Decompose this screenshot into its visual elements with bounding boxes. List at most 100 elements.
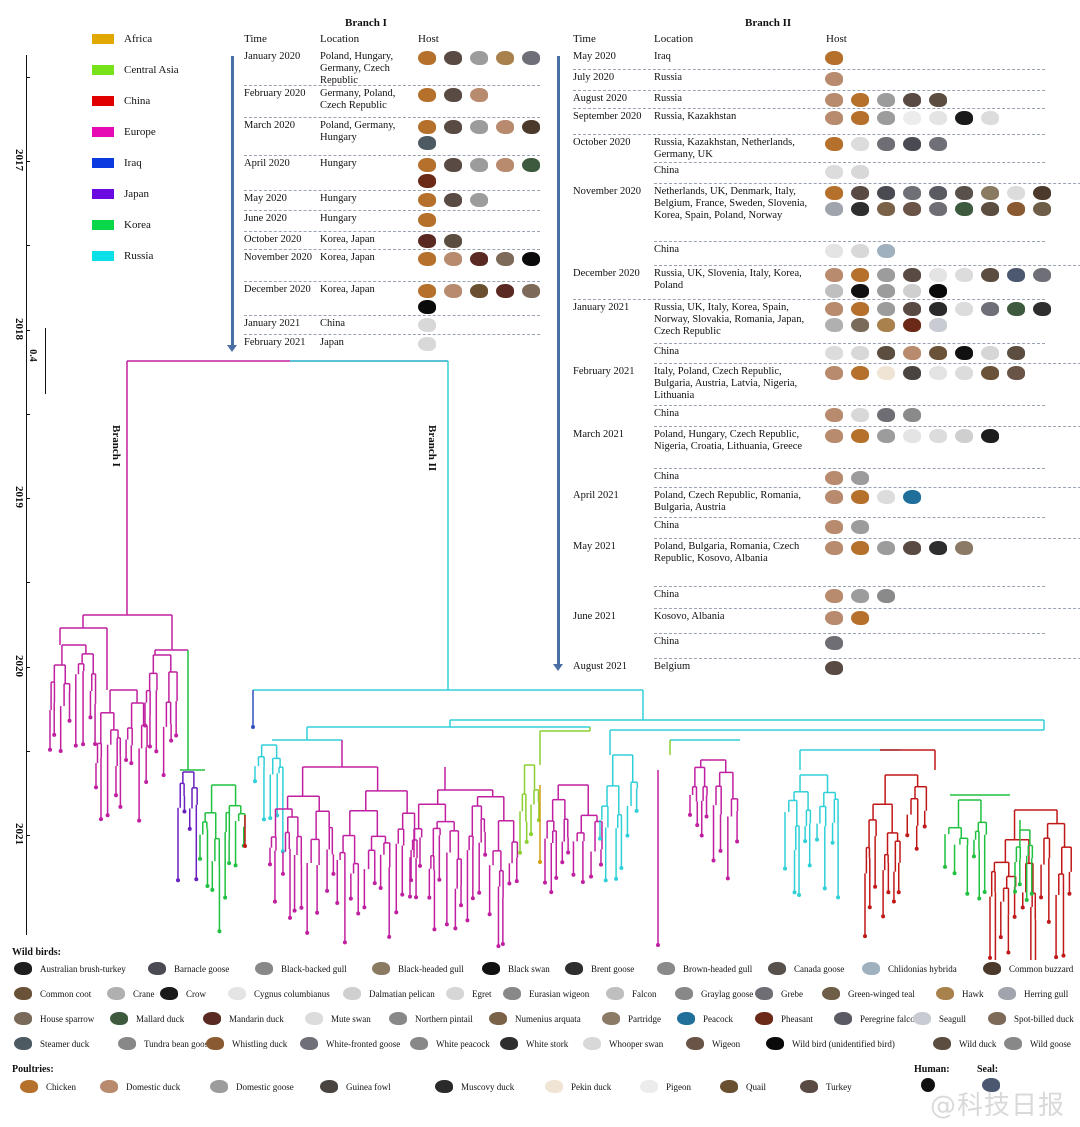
- timeline-location: Poland, Germany, Hungary: [320, 120, 396, 143]
- domestic-duck-icon: [825, 111, 843, 125]
- legend-label: Japan: [124, 188, 150, 200]
- brown-headed-gull-icon: [657, 962, 675, 975]
- timeline-location: Poland, Hungary, Czech Republic, Nigeria…: [654, 429, 803, 452]
- timeline-location: Korea, Japan: [320, 284, 375, 295]
- timeline-location: China: [654, 471, 680, 482]
- tundra-bean-goose-icon: [118, 1037, 136, 1050]
- branch-2-time-header: Time: [573, 33, 596, 45]
- chicken-icon: [418, 284, 436, 298]
- key-label: Crane: [133, 988, 155, 999]
- turkey-icon: [444, 51, 462, 65]
- tree-tip: [735, 839, 740, 844]
- grebe-icon: [929, 202, 947, 216]
- branch-1-time-header: Time: [244, 33, 267, 45]
- tree-tip: [571, 872, 576, 877]
- tree-tip: [356, 911, 361, 916]
- tree-tip: [362, 905, 367, 910]
- row-separator: [654, 487, 1080, 488]
- black-backed-gull-icon: [255, 962, 273, 975]
- wild-bird-key-item: Dalmatian pelican: [343, 987, 435, 1000]
- tree-tip: [325, 888, 330, 893]
- tree-tip: [1024, 897, 1029, 902]
- tree-tip: [292, 908, 297, 913]
- row-separator: [244, 190, 540, 191]
- row-separator: [654, 426, 1080, 427]
- mallard-duck-icon: [522, 158, 540, 172]
- wild-duck-icon: [444, 234, 462, 248]
- row-separator: [654, 265, 1080, 266]
- wild-bird-icon: [522, 252, 540, 266]
- tree-tip: [129, 761, 134, 766]
- tree-tip: [1054, 955, 1059, 960]
- pekin-duck-icon: [877, 366, 895, 380]
- timeline-location: Belgium: [654, 661, 691, 672]
- black-headed-gull-icon: [372, 962, 390, 975]
- key-label: Numenius arquata: [515, 1013, 581, 1024]
- chicken-icon: [851, 302, 869, 316]
- tree-tip: [891, 899, 896, 904]
- row-separator: [654, 183, 1080, 184]
- herring-gull-icon: [825, 202, 843, 216]
- key-label: Chlidonias hybrida: [888, 963, 957, 974]
- legend-label: Europe: [124, 126, 156, 138]
- wild-bird-key-item: Numenius arquata: [489, 1012, 581, 1025]
- wild-bird-key-item: Peacock: [677, 1012, 733, 1025]
- key-label: Common coot: [40, 988, 92, 999]
- key-label: Muscovy duck: [461, 1081, 515, 1092]
- domestic-goose-icon: [877, 93, 895, 107]
- tree-tip: [514, 879, 519, 884]
- timeline-hosts: [418, 51, 546, 65]
- tree-tip: [280, 871, 285, 876]
- brown-headed-gull-icon: [903, 408, 921, 422]
- branch-1-label: Branch I: [110, 425, 122, 467]
- tree-tip: [580, 880, 585, 885]
- pheasant-icon: [903, 318, 921, 332]
- tree-tip: [261, 817, 266, 822]
- seal-title: Seal:: [977, 1064, 999, 1075]
- crow-icon: [955, 111, 973, 125]
- wild-bird-key-item: Egret: [446, 987, 492, 1000]
- wild-bird-key-item: Barnacle goose: [148, 962, 229, 975]
- guinea-fowl-icon: [320, 1080, 338, 1093]
- row-separator: [244, 315, 540, 316]
- timeline-time: December 2020: [244, 284, 311, 295]
- peacock-icon: [903, 490, 921, 504]
- key-label: Canada goose: [794, 963, 845, 974]
- pheasant-icon: [755, 1012, 773, 1025]
- whooper-swan-icon: [583, 1037, 601, 1050]
- tree-tip: [98, 817, 103, 822]
- legend-item-iraq: Iraq: [92, 156, 142, 170]
- mute-swan-icon: [981, 111, 999, 125]
- timeline-location: Russia: [654, 72, 683, 83]
- axis-tick: [26, 330, 30, 331]
- timeline-time: October 2020: [244, 234, 302, 245]
- common-buzzard-icon: [983, 962, 1001, 975]
- tree-tip: [538, 860, 542, 864]
- australian-brush-turkey-icon: [981, 429, 999, 443]
- mute-swan-icon: [929, 429, 947, 443]
- domestic-goose-icon: [877, 541, 895, 555]
- axis-tick: [26, 667, 30, 668]
- tree-tip: [881, 914, 886, 919]
- wild-bird-key-item: Grebe: [755, 987, 803, 1000]
- white-fronted-goose-icon: [929, 137, 947, 151]
- chicken-icon: [418, 158, 436, 172]
- tree-tip: [342, 940, 347, 945]
- tree-tip: [372, 881, 377, 886]
- tree-tip: [154, 749, 159, 754]
- key-label: Quail: [746, 1081, 766, 1092]
- domestic-goose-icon: [470, 158, 488, 172]
- tree-tip: [560, 860, 565, 865]
- wild-bird-key-item: Black swan: [482, 962, 550, 975]
- wild-bird-key-item: Peregrine falcon: [834, 1012, 919, 1025]
- wild-bird-key-item: Wild goose: [1004, 1037, 1071, 1050]
- legend-label: China: [124, 95, 151, 107]
- row-separator: [654, 343, 1045, 344]
- key-label: Herring gull: [1024, 988, 1069, 999]
- key-label: Partridge: [628, 1013, 661, 1024]
- wild-bird-key-item: Steamer duck: [14, 1037, 89, 1050]
- timeline-hosts: [825, 589, 1065, 603]
- chicken-icon: [418, 213, 436, 227]
- mute-swan-icon: [825, 346, 843, 360]
- peregrine-falcon-icon: [929, 186, 947, 200]
